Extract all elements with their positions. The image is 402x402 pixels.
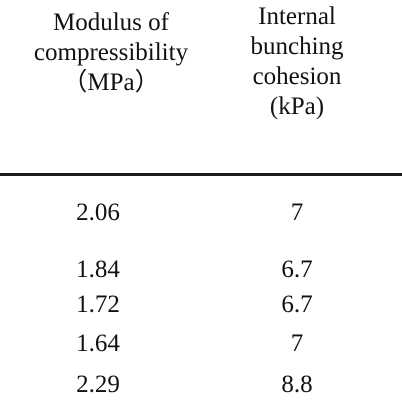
header-line: cohesion	[252, 63, 342, 90]
table-header-rule	[0, 173, 402, 176]
header-line: (kPa)	[269, 93, 325, 120]
cell-modulus: 2.29	[76, 371, 120, 398]
header-modulus-of-compressibility: Modulus of compressibility （MPa）	[0, 8, 222, 98]
cell-modulus: 1.84	[76, 256, 120, 283]
cell-modulus: 1.72	[76, 291, 120, 318]
cell-cohesion: 6.7	[281, 256, 313, 283]
header-internal-bunching-cohesion: Internal bunching cohesion (kPa)	[222, 2, 372, 122]
cell-modulus: 2.06	[76, 199, 120, 226]
header-line: Internal	[258, 3, 336, 30]
cell-cohesion: 8.8	[281, 371, 313, 398]
header-line: Modulus of	[53, 9, 169, 36]
cell-modulus: 1.64	[76, 330, 120, 357]
header-line: compressibility	[33, 39, 189, 66]
header-line: （MPa）	[62, 69, 160, 96]
cell-cohesion: 6.7	[281, 291, 313, 318]
header-line: bunching	[250, 33, 344, 60]
cell-cohesion: 7	[290, 199, 304, 226]
cell-cohesion: 7	[290, 330, 304, 357]
